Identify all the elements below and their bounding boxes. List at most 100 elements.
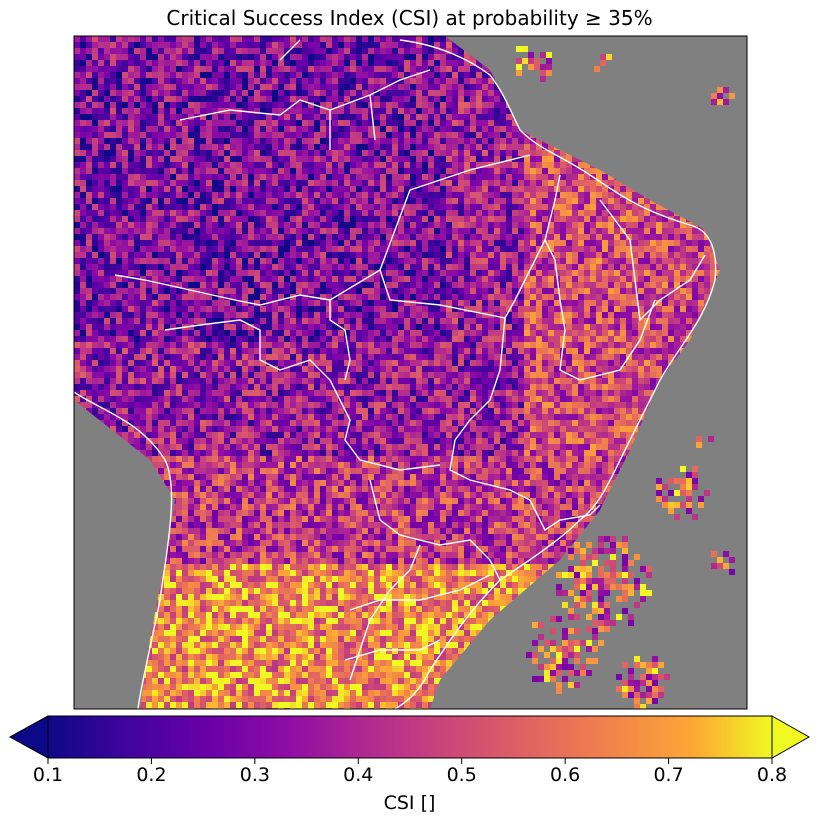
heatmap-cell	[326, 234, 332, 240]
heatmap-cell	[248, 126, 254, 132]
heatmap-cell	[518, 228, 524, 234]
heatmap-cell	[470, 156, 476, 162]
heatmap-cell	[488, 246, 494, 252]
heatmap-cell	[638, 228, 644, 234]
heatmap-cell	[176, 168, 182, 174]
heatmap-cell	[326, 120, 332, 126]
heatmap-cell	[206, 162, 212, 168]
heatmap-cell	[668, 234, 674, 240]
heatmap-cell	[218, 210, 224, 216]
heatmap-cell	[140, 90, 146, 96]
heatmap-cell	[206, 120, 212, 126]
heatmap-cell	[350, 132, 356, 138]
heatmap-cell	[416, 258, 422, 264]
heatmap-cell	[446, 186, 452, 192]
heatmap-cell	[314, 246, 320, 252]
heatmap-cell	[680, 276, 686, 282]
heatmap-cell	[458, 258, 464, 264]
heatmap-cell	[122, 138, 128, 144]
heatmap-cell	[218, 108, 224, 114]
heatmap-cell	[374, 144, 380, 150]
heatmap-cell	[128, 96, 134, 102]
heatmap-cell	[230, 282, 236, 288]
heatmap-cell	[260, 222, 266, 228]
heatmap-cell	[146, 126, 152, 132]
heatmap-cell	[386, 168, 392, 174]
heatmap-cell	[218, 78, 224, 84]
heatmap-cell	[110, 270, 116, 276]
heatmap-cell	[200, 288, 206, 294]
heatmap-cell	[332, 150, 338, 156]
heatmap-cell	[350, 228, 356, 234]
heatmap-cell	[110, 84, 116, 90]
heatmap-cell	[350, 270, 356, 276]
heatmap-cell	[284, 216, 290, 222]
heatmap-cell	[650, 276, 656, 282]
heatmap-cell	[356, 234, 362, 240]
heatmap-cell	[464, 204, 470, 210]
heatmap-cell	[182, 54, 188, 60]
heatmap-cell	[122, 66, 128, 72]
heatmap-cell	[290, 54, 296, 60]
heatmap-cell	[518, 198, 524, 204]
heatmap-cell	[398, 54, 404, 60]
heatmap-cell	[254, 186, 260, 192]
heatmap-cell	[374, 258, 380, 264]
heatmap-cell	[212, 36, 218, 42]
heatmap-cell	[230, 180, 236, 186]
heatmap-cell	[194, 234, 200, 240]
heatmap-cell	[206, 108, 212, 114]
heatmap-cell	[128, 138, 134, 144]
heatmap-cell	[362, 54, 368, 60]
heatmap-cell	[86, 144, 92, 150]
heatmap-cell	[290, 168, 296, 174]
heatmap-cell	[446, 156, 452, 162]
heatmap-cell	[350, 180, 356, 186]
heatmap-cell	[272, 36, 278, 42]
heatmap-cell	[368, 270, 374, 276]
heatmap-cell	[212, 216, 218, 222]
heatmap-cell	[74, 150, 80, 156]
heatmap-cell	[254, 174, 260, 180]
heatmap-cell	[116, 234, 122, 240]
heatmap-cell	[380, 132, 386, 138]
heatmap-cell	[476, 150, 482, 156]
heatmap-cell	[116, 126, 122, 132]
heatmap-cell	[224, 264, 230, 270]
heatmap-cell	[236, 144, 242, 150]
heatmap-cell	[452, 126, 458, 132]
heatmap-cell	[344, 168, 350, 174]
heatmap-cell	[392, 210, 398, 216]
heatmap-cell	[482, 228, 488, 234]
heatmap-cell	[326, 270, 332, 276]
heatmap-cell	[200, 102, 206, 108]
heatmap-cell	[416, 102, 422, 108]
heatmap-cell	[464, 126, 470, 132]
heatmap-cell	[74, 222, 80, 228]
heatmap-cell	[374, 126, 380, 132]
heatmap-cell	[362, 162, 368, 168]
heatmap-cell	[410, 156, 416, 162]
heatmap-cell	[530, 282, 536, 288]
heatmap-cell	[320, 288, 326, 294]
heatmap-cell	[602, 174, 608, 180]
heatmap-cell	[104, 48, 110, 54]
heatmap-cell	[704, 258, 710, 264]
heatmap-cell	[518, 270, 524, 276]
heatmap-cell	[92, 60, 98, 66]
heatmap-cell	[500, 186, 506, 192]
heatmap-cell	[272, 168, 278, 174]
heatmap-cell	[590, 240, 596, 246]
heatmap-cell	[644, 258, 650, 264]
heatmap-cell	[74, 126, 80, 132]
heatmap-cell	[560, 186, 566, 192]
heatmap-cell	[74, 264, 80, 270]
heatmap-cell	[356, 84, 362, 90]
heatmap-cell	[284, 264, 290, 270]
heatmap-cell	[632, 264, 638, 270]
heatmap-cell	[206, 288, 212, 294]
heatmap-cell	[392, 150, 398, 156]
heatmap-cell	[428, 216, 434, 222]
heatmap-cell	[188, 132, 194, 138]
heatmap-cell	[446, 192, 452, 198]
